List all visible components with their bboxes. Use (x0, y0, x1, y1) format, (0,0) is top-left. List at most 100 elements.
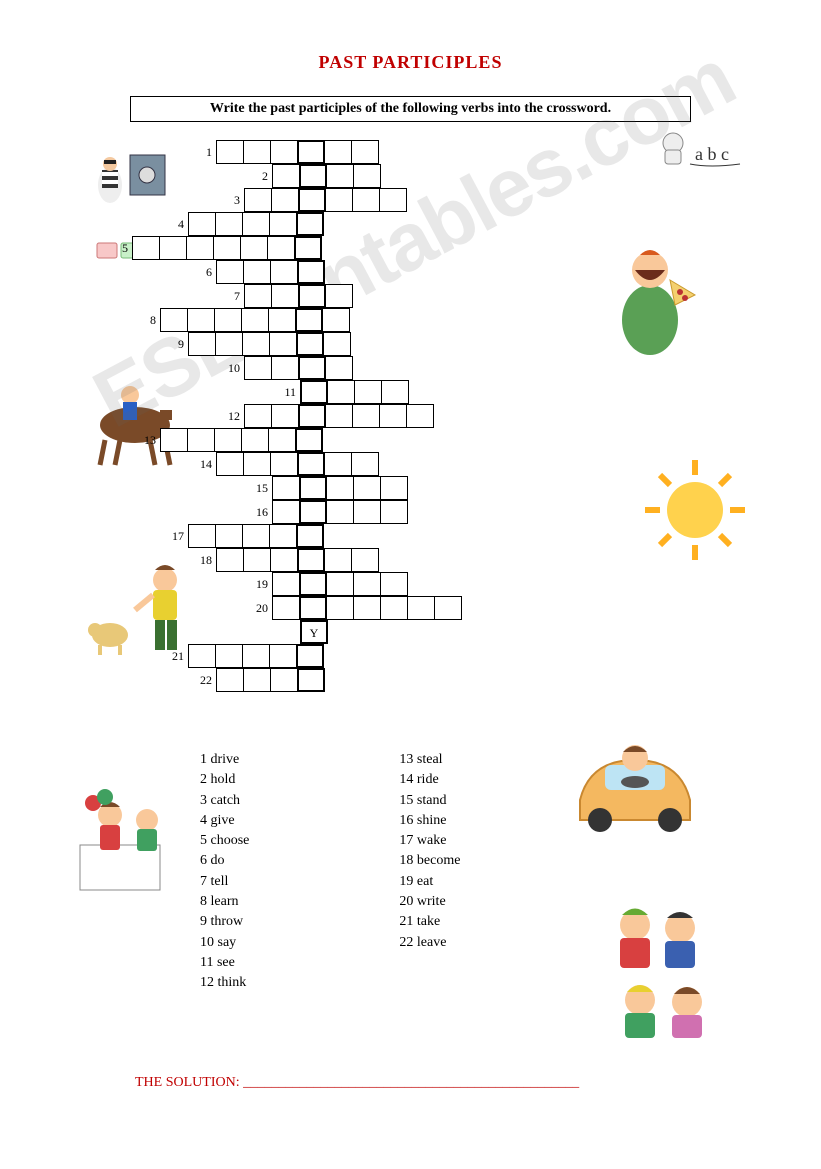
solution-cell[interactable] (298, 356, 326, 380)
crossword-cell[interactable] (272, 476, 300, 500)
crossword-cell[interactable] (243, 140, 271, 164)
crossword-cell[interactable] (326, 500, 354, 524)
crossword-cell[interactable] (270, 260, 298, 284)
crossword-cell[interactable] (216, 260, 244, 284)
solution-cell[interactable] (296, 524, 324, 548)
crossword-cell[interactable] (324, 140, 352, 164)
crossword-cell[interactable] (215, 332, 243, 356)
crossword-cell[interactable] (188, 524, 216, 548)
crossword-cell[interactable] (269, 212, 297, 236)
solution-cell[interactable] (299, 596, 327, 620)
crossword-cell[interactable] (324, 548, 352, 572)
crossword-cell[interactable] (326, 572, 354, 596)
crossword-cell[interactable] (242, 524, 270, 548)
crossword-cell[interactable] (243, 668, 271, 692)
crossword-cell[interactable] (272, 572, 300, 596)
crossword-cell[interactable] (380, 572, 408, 596)
crossword-cell[interactable] (351, 548, 379, 572)
crossword-cell[interactable] (271, 188, 299, 212)
crossword-cell[interactable] (381, 380, 409, 404)
crossword-cell[interactable] (353, 572, 381, 596)
crossword-cell[interactable] (269, 332, 297, 356)
solution-cell[interactable] (298, 188, 326, 212)
crossword-cell[interactable] (188, 644, 216, 668)
crossword-cell[interactable] (354, 380, 382, 404)
crossword-cell[interactable] (272, 164, 300, 188)
crossword-cell[interactable] (351, 140, 379, 164)
crossword-cell[interactable] (353, 164, 381, 188)
crossword-cell[interactable] (216, 452, 244, 476)
crossword-cell[interactable] (326, 164, 354, 188)
crossword-cell[interactable] (271, 404, 299, 428)
solution-cell[interactable] (297, 260, 325, 284)
solution-cell[interactable] (295, 428, 323, 452)
crossword-cell[interactable] (244, 188, 272, 212)
crossword-cell[interactable] (186, 236, 214, 260)
solution-cell[interactable] (300, 380, 328, 404)
crossword-cell[interactable] (327, 380, 355, 404)
crossword-cell[interactable] (270, 452, 298, 476)
crossword-cell[interactable] (325, 404, 353, 428)
crossword-cell[interactable] (243, 548, 271, 572)
solution-cell[interactable] (297, 140, 325, 164)
crossword-cell[interactable] (188, 212, 216, 236)
solution-cell[interactable] (294, 236, 322, 260)
crossword-cell[interactable] (213, 236, 241, 260)
crossword-cell[interactable] (352, 404, 380, 428)
crossword-cell[interactable] (244, 404, 272, 428)
crossword-cell[interactable] (241, 428, 269, 452)
solution-cell[interactable] (296, 212, 324, 236)
crossword-cell[interactable] (216, 140, 244, 164)
crossword-cell[interactable] (243, 260, 271, 284)
crossword-cell[interactable] (271, 284, 299, 308)
crossword-cell[interactable] (269, 644, 297, 668)
crossword-cell[interactable] (407, 596, 435, 620)
crossword-cell[interactable] (270, 140, 298, 164)
solution-cell[interactable] (298, 284, 326, 308)
crossword-cell[interactable] (267, 236, 295, 260)
solution-cell[interactable] (299, 164, 327, 188)
crossword-cell[interactable] (406, 404, 434, 428)
crossword-cell[interactable] (380, 476, 408, 500)
crossword-cell[interactable] (380, 596, 408, 620)
crossword-cell[interactable] (214, 308, 242, 332)
solution-cell[interactable] (296, 644, 324, 668)
crossword-cell[interactable] (132, 236, 160, 260)
crossword-cell[interactable] (434, 596, 462, 620)
crossword-cell[interactable] (241, 308, 269, 332)
crossword-cell[interactable] (216, 548, 244, 572)
crossword-cell[interactable] (325, 284, 353, 308)
crossword-cell[interactable] (240, 236, 268, 260)
crossword-cell[interactable] (159, 236, 187, 260)
crossword-cell[interactable] (351, 452, 379, 476)
crossword-cell[interactable] (215, 644, 243, 668)
crossword-cell[interactable] (322, 308, 350, 332)
crossword-cell[interactable] (214, 428, 242, 452)
crossword-cell[interactable] (272, 500, 300, 524)
crossword-cell[interactable] (271, 356, 299, 380)
crossword-cell[interactable] (216, 668, 244, 692)
crossword-cell[interactable] (270, 668, 298, 692)
crossword-cell[interactable] (353, 596, 381, 620)
crossword-cell[interactable] (326, 476, 354, 500)
crossword-cell[interactable] (325, 356, 353, 380)
solution-cell[interactable] (299, 476, 327, 500)
crossword-cell[interactable] (272, 596, 300, 620)
crossword-cell[interactable] (268, 428, 296, 452)
crossword-cell[interactable] (325, 188, 353, 212)
solution-cell[interactable] (297, 452, 325, 476)
crossword-cell[interactable] (269, 524, 297, 548)
solution-cell[interactable] (295, 308, 323, 332)
solution-cell[interactable] (298, 404, 326, 428)
crossword-cell[interactable] (242, 644, 270, 668)
crossword-cell[interactable] (353, 500, 381, 524)
crossword-cell[interactable] (243, 452, 271, 476)
crossword-cell[interactable] (323, 332, 351, 356)
crossword-cell[interactable] (244, 284, 272, 308)
crossword-cell[interactable] (326, 596, 354, 620)
crossword-cell[interactable] (187, 428, 215, 452)
crossword-cell[interactable] (215, 212, 243, 236)
crossword-cell[interactable] (352, 188, 380, 212)
crossword-cell[interactable] (242, 332, 270, 356)
solution-cell[interactable] (299, 500, 327, 524)
